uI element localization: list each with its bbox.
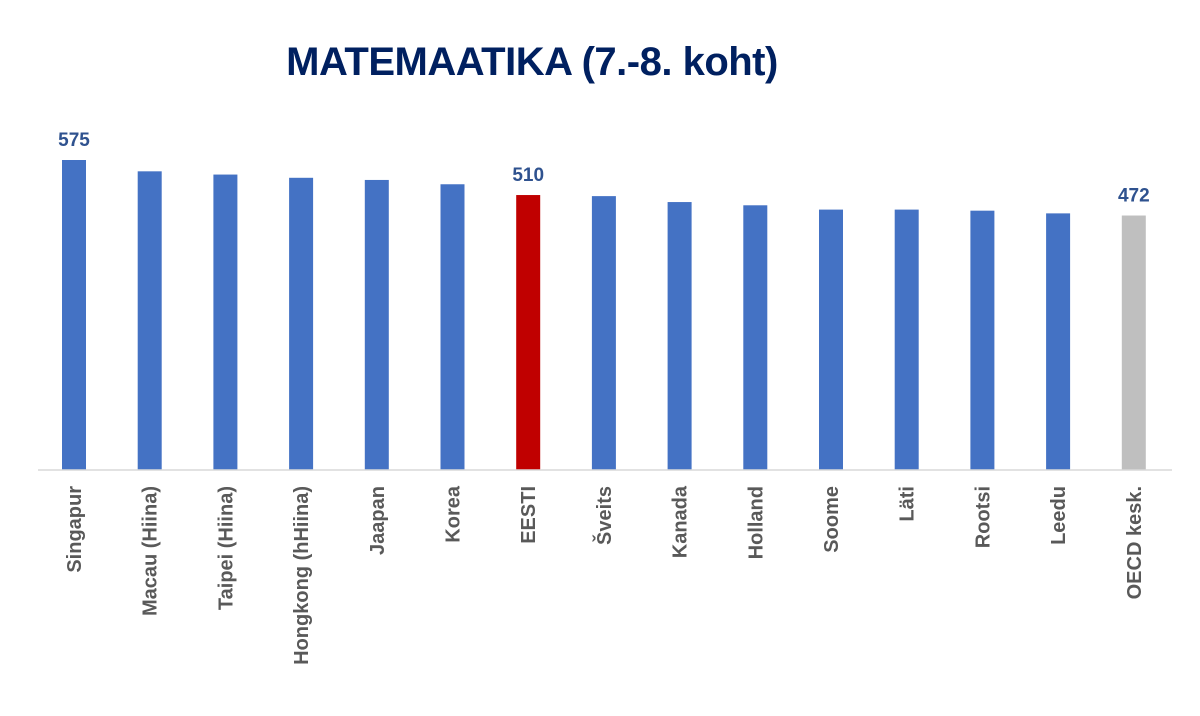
x-tick-label-7: Šveits — [592, 486, 616, 545]
bar-11 — [894, 209, 919, 470]
bar-1 — [137, 171, 162, 471]
x-tick-label-1: Macau (Hiina) — [140, 486, 162, 616]
chart-title: MATEMAATIKA (7.-8. koht) — [286, 40, 778, 84]
bars-group — [62, 160, 1146, 471]
x-tick-label-4: Jaapan — [367, 486, 389, 555]
x-tick-label-11: Läti — [897, 486, 919, 522]
bar-0 — [62, 160, 86, 470]
x-tick-label-5: Korea — [443, 485, 465, 543]
bar-8 — [667, 202, 692, 470]
bar-10 — [819, 209, 843, 470]
data-label-0: 575 — [58, 130, 90, 151]
x-tick-label-3: Hongkong (hHiina) — [291, 486, 313, 665]
bar-13 — [1046, 213, 1071, 471]
x-tick-labels-group: Singapur Macau (Hiina) Taipei (Hiina) Hongk… — [64, 485, 1146, 665]
bar-6 — [516, 195, 541, 471]
x-tick-label-0: Singapur — [64, 486, 86, 573]
x-tick-label-9: Holland — [745, 486, 767, 559]
x-tick-label-6: EESTI — [518, 486, 540, 544]
x-tick-label-10: Soome — [821, 486, 843, 553]
x-tick-label-8: Kanada — [670, 485, 692, 558]
bar-12 — [970, 210, 995, 470]
bar-5 — [440, 184, 465, 470]
data-labels-group: 575 510 472 — [58, 130, 1150, 207]
data-label-6: 510 — [512, 165, 544, 186]
bar-14 — [1121, 215, 1146, 470]
data-label-14: 472 — [1118, 186, 1150, 207]
bar-7 — [591, 196, 616, 470]
bar-3 — [289, 177, 314, 470]
x-tick-label-13: Leedu — [1048, 486, 1070, 545]
x-tick-label-14: OECD kesk. — [1124, 486, 1146, 599]
x-tick-label-12: Rootsi — [972, 486, 994, 548]
bar-4 — [364, 179, 389, 471]
x-tick-label-2: Taipei (Hiina) — [215, 486, 237, 610]
bar-2 — [213, 174, 238, 470]
bar-9 — [743, 205, 768, 470]
